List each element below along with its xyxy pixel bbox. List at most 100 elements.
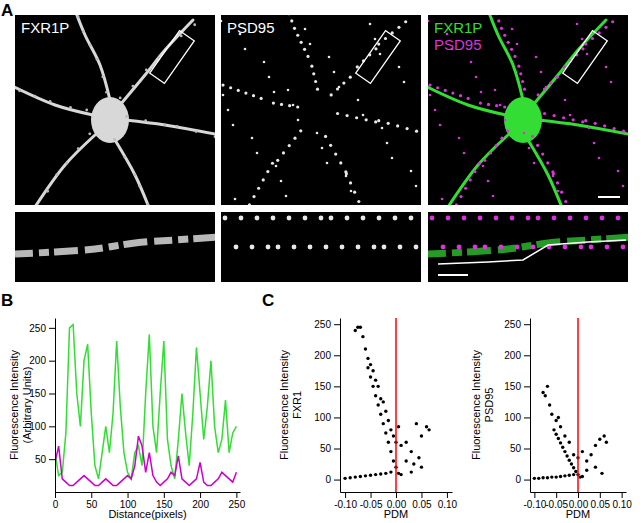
- punctum: [308, 245, 313, 250]
- tick-mark: [334, 386, 340, 387]
- punctum: [497, 19, 500, 22]
- point: [550, 475, 553, 478]
- punctum: [584, 216, 589, 221]
- tick-mark: [49, 361, 55, 362]
- point: [570, 462, 573, 465]
- punctum: [531, 135, 534, 138]
- point: [425, 425, 428, 428]
- punctum: [563, 65, 566, 68]
- punctum: [355, 116, 358, 119]
- punctum: [282, 151, 285, 154]
- punctum: [489, 151, 492, 154]
- punctum: [309, 43, 312, 46]
- punctum: [296, 34, 299, 37]
- tick: 0.10: [438, 492, 458, 510]
- granule: [138, 185, 141, 188]
- tick: -0.10: [334, 492, 357, 510]
- punctum: [290, 19, 293, 22]
- point: [585, 459, 588, 462]
- punctum: [503, 105, 506, 108]
- punctum: [593, 142, 596, 145]
- punctum: [374, 38, 377, 41]
- punctum: [459, 195, 462, 198]
- point: [585, 469, 588, 472]
- punctum: [617, 170, 620, 173]
- tick-mark: [334, 480, 340, 481]
- zoom-box: [563, 31, 608, 84]
- tick-label: 150: [314, 381, 331, 392]
- x-axis-title: PDM: [384, 508, 408, 520]
- punctum: [280, 103, 283, 106]
- punctum: [369, 23, 372, 26]
- point: [379, 413, 382, 416]
- punctum: [533, 162, 536, 165]
- point: [397, 425, 400, 428]
- tick-mark: [578, 492, 579, 498]
- dendrite: [446, 135, 508, 205]
- punctum: [345, 114, 348, 117]
- tick-label: -0.05: [360, 499, 383, 510]
- point: [581, 450, 584, 453]
- dendrite: [75, 15, 110, 100]
- punctum: [377, 216, 382, 221]
- punctum: [458, 137, 461, 140]
- tick: 100: [314, 412, 340, 423]
- punctum: [349, 181, 352, 184]
- punctum: [511, 28, 514, 31]
- punctum: [356, 65, 359, 68]
- y-axis-title: Fluorescence Intensity: [470, 349, 482, 460]
- punctum: [581, 120, 584, 123]
- panel-letter: A: [1, 1, 13, 20]
- punctum: [483, 245, 488, 250]
- dendrite: [538, 120, 628, 135]
- punctum: [600, 216, 605, 221]
- punctum: [357, 200, 360, 203]
- punctum: [410, 170, 413, 173]
- tick-label: 50: [35, 454, 47, 465]
- punctum: [611, 20, 614, 23]
- point: [533, 477, 536, 480]
- tick: 50: [320, 443, 340, 454]
- point: [379, 472, 382, 475]
- granule: [96, 58, 99, 61]
- tick-mark: [556, 492, 557, 498]
- punctum: [374, 120, 377, 123]
- zoom-box: [356, 31, 401, 84]
- point: [565, 454, 568, 457]
- punctum: [386, 142, 389, 145]
- punctum: [492, 195, 495, 198]
- granule: [144, 119, 147, 122]
- punctum: [430, 216, 435, 221]
- punctum: [306, 55, 309, 58]
- point: [392, 434, 395, 437]
- granule: [195, 130, 198, 133]
- point: [371, 385, 374, 388]
- channel-label: PSD95: [227, 19, 275, 36]
- tick-mark: [524, 480, 530, 481]
- punctum: [329, 216, 334, 221]
- punctum: [510, 216, 515, 221]
- tick-label: 50: [510, 443, 522, 454]
- punctum: [526, 216, 531, 221]
- point: [348, 476, 351, 479]
- punctum: [464, 187, 467, 190]
- tick-mark: [49, 426, 55, 427]
- punctum: [357, 99, 360, 102]
- tick-label: 0: [53, 499, 59, 510]
- y-axis-title: Fluorescence Intensity: [8, 349, 20, 460]
- point: [374, 378, 377, 381]
- punctum: [237, 89, 240, 92]
- image-background: [15, 15, 215, 205]
- x-axis-title: PDM: [566, 508, 590, 520]
- y-axis: 050100150200250: [314, 319, 340, 493]
- zoom-box: [150, 31, 195, 84]
- punctum: [549, 81, 552, 84]
- punctum: [441, 198, 444, 201]
- punctum: [603, 124, 606, 127]
- granule: [113, 138, 116, 141]
- punctum: [257, 187, 260, 190]
- point: [563, 474, 566, 477]
- tick: 0: [53, 492, 59, 510]
- punctum: [303, 48, 306, 51]
- tick-label: -0.10: [334, 499, 357, 510]
